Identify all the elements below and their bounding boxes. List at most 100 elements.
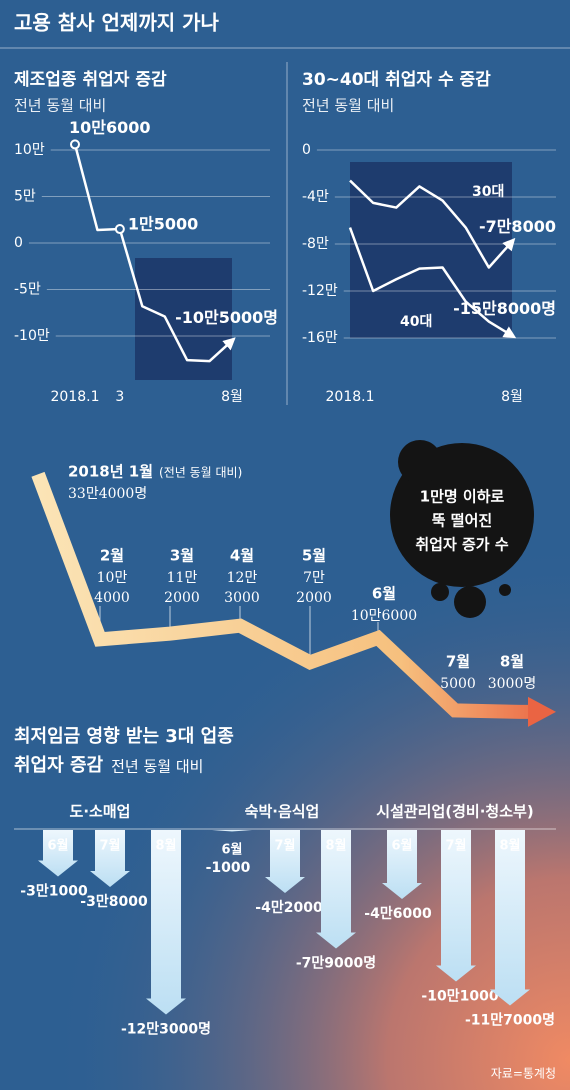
data-label: -3만8000	[80, 894, 148, 910]
category-label: 5월	[302, 547, 326, 565]
category-label: 8월	[500, 653, 524, 671]
chart-title: 최저임금 영향 받는 3대 업종	[14, 726, 234, 747]
shaded-area	[135, 258, 232, 380]
chart-title: 30~40대 취업자 수 증감	[302, 69, 491, 90]
category-label: 7월	[99, 838, 120, 854]
y-tick-label: -4만	[302, 189, 329, 205]
data-label: -3만1000	[20, 884, 88, 900]
category-label: 2018년 1월	[68, 463, 153, 481]
category-label: 8월	[499, 838, 520, 854]
badge-blob	[398, 440, 442, 484]
value-label: 3000명	[488, 676, 537, 692]
chart-title: 제조업종 취업자 증감	[14, 69, 167, 90]
bar-arrow	[90, 830, 130, 887]
badge-text: 취업자 증가 수	[415, 536, 508, 554]
series-label: 40대	[400, 314, 432, 330]
series-label: 30대	[472, 184, 504, 200]
value-label-line: 4000	[94, 590, 130, 606]
bar-arrow	[212, 830, 252, 832]
y-tick-label: 10만	[14, 142, 45, 158]
data-point	[70, 139, 80, 150]
group-label: 도·소매업	[70, 803, 131, 821]
category-label: 4월	[230, 547, 254, 565]
chart-note: 전년 동월 대비	[111, 758, 203, 776]
category-label: 6월	[391, 838, 412, 854]
y-tick-label: 0	[302, 142, 311, 158]
category-label: 8월	[325, 838, 346, 854]
arrow-head	[528, 696, 556, 727]
value-label-line: 11만	[167, 570, 198, 586]
data-label: -4만6000	[364, 906, 432, 922]
value-label-line: 2000	[164, 590, 200, 606]
badge-text: 뚝 떨어진	[432, 512, 492, 530]
category-label: 6월	[372, 585, 396, 603]
x-tick-label: 3	[115, 389, 124, 405]
page-title: 고용 참사 언제까지 가나	[14, 11, 219, 35]
value-label-line: 10만	[97, 570, 128, 586]
data-label: -10만5000명	[175, 308, 278, 327]
bar-arrow	[146, 830, 186, 1015]
group-label: 숙박·음식업	[245, 803, 320, 821]
value-label: 5000	[440, 676, 476, 692]
badge-blob	[431, 583, 449, 601]
y-tick-label: -12만	[302, 283, 338, 299]
chart-subtitle: 전년 동월 대비	[302, 97, 394, 115]
y-tick-label: -5만	[14, 282, 41, 298]
bar-arrow	[436, 830, 476, 982]
value-label: 33만4000명	[68, 486, 147, 502]
value-label: 10만6000	[351, 608, 417, 624]
chart-subtitle: 취업자 증감	[14, 755, 104, 776]
bar-arrow	[490, 830, 530, 1006]
badge-blob	[499, 584, 511, 596]
group-label: 시설관리업(경비·청소부)	[376, 803, 533, 821]
data-label: -15만8000명	[453, 299, 556, 318]
data-label: -11만7000명	[465, 1012, 555, 1029]
category-label: 8월	[155, 838, 176, 854]
bar-arrow	[265, 830, 305, 893]
value-label-line: 12만	[227, 570, 258, 586]
y-tick-label: -16만	[302, 330, 338, 346]
value-label: 10만 4000	[94, 570, 130, 606]
data-label: -7만8000	[479, 217, 556, 236]
data-label: 1만5000	[128, 215, 198, 234]
category-label: 3월	[170, 547, 194, 565]
category-label: 7월	[274, 838, 295, 854]
value-label: 11만 2000	[164, 570, 200, 606]
data-line	[348, 227, 517, 339]
x-tick-label: 8월	[221, 389, 243, 405]
value-label: 7만 2000	[296, 570, 332, 606]
data-line	[349, 179, 516, 269]
x-tick-label: 2018.1	[51, 389, 100, 405]
trend-arrow	[31, 471, 530, 719]
value-label-line: 7만	[303, 570, 325, 586]
category-label: 2월	[100, 547, 124, 565]
category-label: 7월	[446, 653, 470, 671]
category-label: 6월	[221, 842, 242, 858]
data-label: -10만1000	[421, 989, 498, 1005]
category-label: 7월	[445, 838, 466, 854]
shaded-area	[350, 162, 512, 338]
data-line	[73, 144, 236, 363]
x-tick-label: 8월	[501, 389, 523, 405]
value-label: 12만 3000	[224, 570, 260, 606]
badge-text: 1만명 이하로	[420, 488, 505, 506]
bar-arrow	[382, 830, 422, 899]
value-label-line: 2000	[296, 590, 332, 606]
value-label-line: 3000	[224, 590, 260, 606]
bar-arrow	[38, 830, 78, 877]
data-label: -1000	[206, 860, 251, 876]
subtitle: (전년 동월 대비)	[159, 466, 242, 480]
y-tick-label: -10만	[14, 328, 50, 344]
category-label: 6월	[47, 838, 68, 854]
x-tick-label: 2018.1	[326, 389, 375, 405]
y-tick-label: -8만	[302, 236, 329, 252]
y-tick-label: 0	[14, 235, 23, 251]
data-label: -12만3000명	[121, 1021, 211, 1038]
data-label: -7만9000명	[296, 955, 376, 972]
y-tick-label: 5만	[14, 189, 36, 205]
chart-subtitle: 전년 동월 대비	[14, 97, 106, 115]
data-label: -4만2000	[255, 900, 323, 916]
source: 자료=통계청	[491, 1067, 556, 1081]
